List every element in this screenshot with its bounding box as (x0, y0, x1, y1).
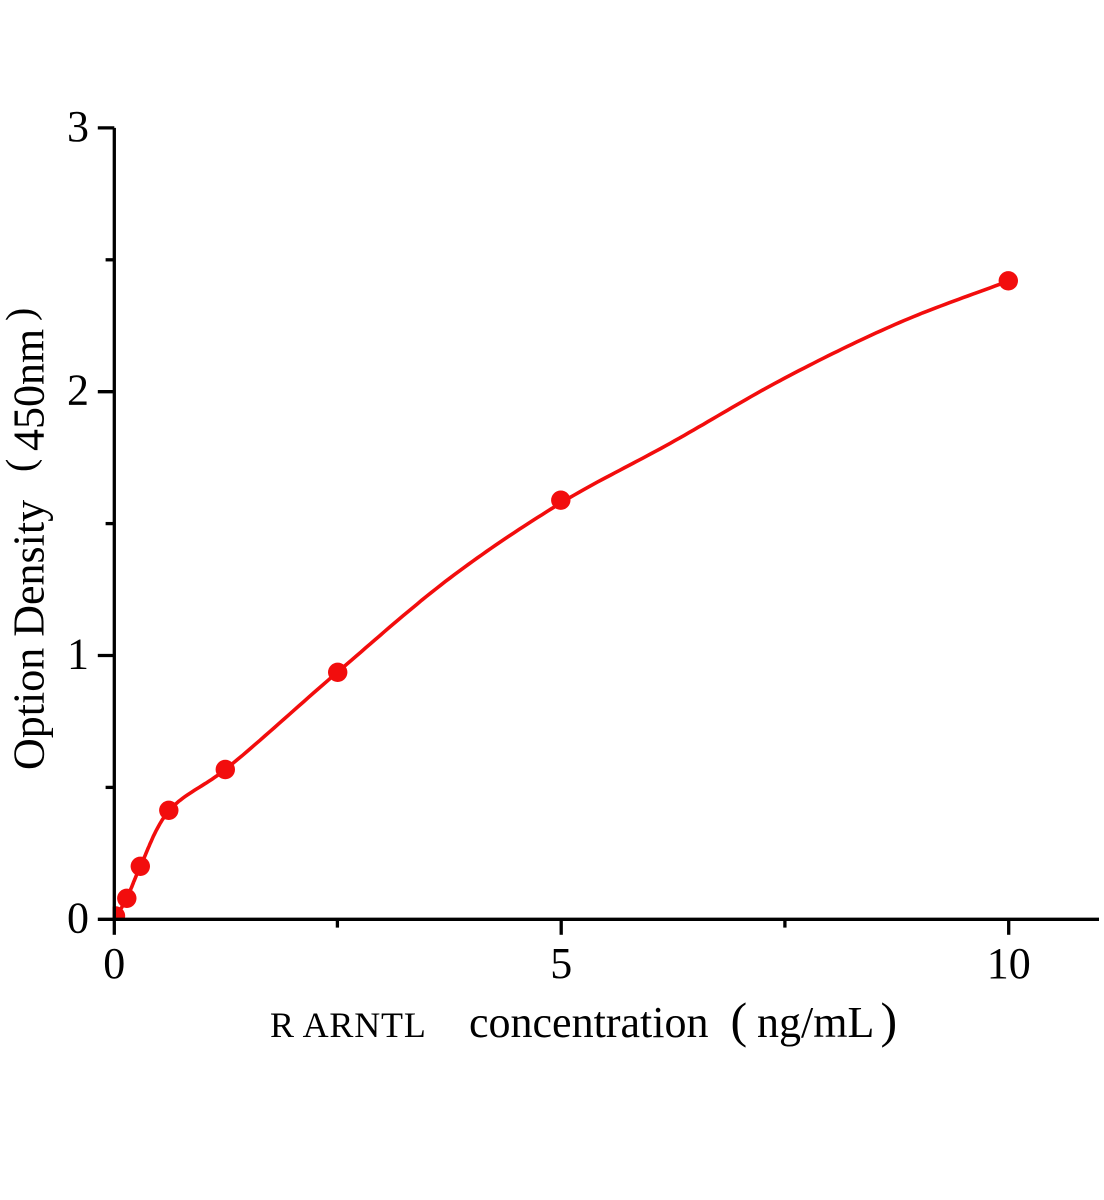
svg-text:ng/mL: ng/mL (757, 998, 874, 1047)
svg-text:(: ( (0, 459, 43, 472)
svg-text:1: 1 (67, 630, 89, 679)
svg-text:2: 2 (67, 366, 89, 415)
svg-text:concentration: concentration (469, 998, 708, 1047)
svg-text:(: ( (731, 992, 748, 1048)
svg-text:): ) (881, 992, 898, 1048)
svg-text:10: 10 (987, 939, 1031, 988)
svg-text:): ) (0, 308, 43, 321)
svg-text:450nm: 450nm (5, 329, 54, 451)
svg-text:R ARNTL: R ARNTL (270, 1005, 427, 1045)
svg-text:0: 0 (67, 893, 89, 942)
svg-text:5: 5 (550, 939, 572, 988)
svg-text:0: 0 (103, 939, 125, 988)
svg-text:3: 3 (67, 102, 89, 151)
svg-text:Option Density: Option Density (5, 500, 54, 770)
